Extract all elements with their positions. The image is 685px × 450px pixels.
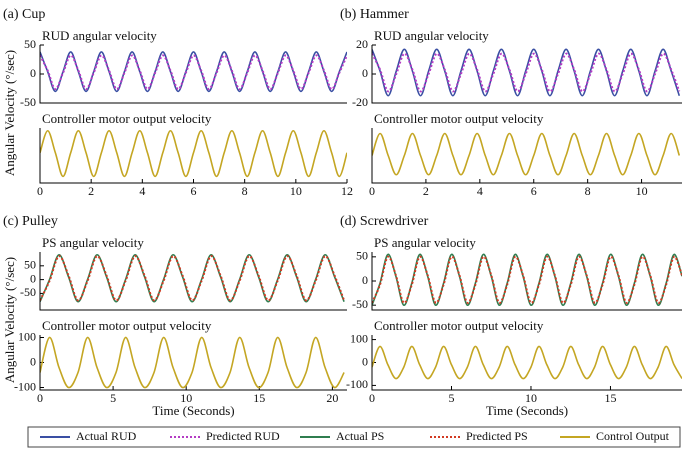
data-line xyxy=(372,253,682,306)
panel-title: (b) Hammer xyxy=(340,7,409,22)
axes-frame xyxy=(39,45,347,104)
x-tick-label: 4 xyxy=(477,184,483,198)
legend-label: Predicted PS xyxy=(466,429,528,443)
data-line xyxy=(40,255,346,302)
y-tick-label: -50 xyxy=(352,297,368,311)
x-tick-label: 2 xyxy=(88,184,94,198)
subplot-title: Controller motor output velocity xyxy=(374,111,544,126)
y-tick-label: 20 xyxy=(356,37,368,51)
x-tick-label: 5 xyxy=(448,391,454,405)
panel-title: (d) Screwdriver xyxy=(340,214,429,229)
x-tick-label: 20 xyxy=(326,391,338,405)
y-tick-label: 0 xyxy=(362,273,368,287)
subplot-title: Controller motor output velocity xyxy=(42,318,212,333)
y-tick-label: -100 xyxy=(346,377,368,391)
subplot-title: Controller motor output velocity xyxy=(42,111,212,126)
x-tick-label: 10 xyxy=(636,184,648,198)
subplot-title: RUD angular velocity xyxy=(42,28,157,43)
x-tick-label: 0 xyxy=(37,391,43,405)
y-tick-label: 0 xyxy=(30,354,36,368)
subplot-title: Controller motor output velocity xyxy=(374,318,544,333)
y-tick-label: -20 xyxy=(352,95,368,109)
panel-title: (a) Cup xyxy=(3,7,45,22)
data-line xyxy=(40,51,347,93)
x-tick-label: 8 xyxy=(242,184,248,198)
axes-frame xyxy=(371,45,682,104)
y-axis-label: Angular Velocity (°/sec) xyxy=(2,50,17,176)
x-tick-label: 15 xyxy=(253,391,265,405)
x-tick-label: 5 xyxy=(110,391,116,405)
legend-label: Actual RUD xyxy=(76,429,137,443)
subplot-title: RUD angular velocity xyxy=(374,28,489,43)
x-tick-label: 4 xyxy=(139,184,145,198)
legend-label: Control Output xyxy=(596,429,670,443)
x-tick-label: 8 xyxy=(585,184,591,198)
axes-frame xyxy=(371,252,682,311)
y-tick-label: 50 xyxy=(24,37,36,51)
x-tick-label: 10 xyxy=(180,391,192,405)
legend-box xyxy=(27,426,681,448)
x-tick-label: 2 xyxy=(423,184,429,198)
x-tick-label: 0 xyxy=(369,184,375,198)
data-line xyxy=(372,132,681,176)
data-line xyxy=(372,48,681,97)
x-tick-label: 0 xyxy=(369,391,375,405)
subplot-title: PS angular velocity xyxy=(374,235,476,250)
y-tick-label: 0 xyxy=(362,66,368,80)
x-axis-label: Time (Seconds) xyxy=(486,403,568,418)
data-line xyxy=(40,129,347,178)
y-tick-label: -100 xyxy=(14,379,36,393)
y-tick-label: 0 xyxy=(30,66,36,80)
data-line xyxy=(372,345,682,380)
y-tick-label: -50 xyxy=(20,95,36,109)
axes-frame xyxy=(371,335,682,391)
x-tick-label: 0 xyxy=(37,184,43,198)
y-tick-label: 0 xyxy=(30,271,36,285)
axes-frame xyxy=(39,335,347,391)
x-tick-label: 6 xyxy=(531,184,537,198)
data-line xyxy=(372,52,681,93)
y-tick-label: 50 xyxy=(24,258,36,272)
y-tick-label: 50 xyxy=(356,249,368,263)
panel-title: (c) Pulley xyxy=(3,214,58,229)
y-axis-label: Angular Velocity (°/sec) xyxy=(2,257,17,383)
data-line xyxy=(40,54,347,91)
legend-label: Predicted RUD xyxy=(206,429,280,443)
y-tick-label: -50 xyxy=(20,285,36,299)
y-tick-label: 100 xyxy=(18,329,36,343)
x-tick-label: 15 xyxy=(604,391,616,405)
legend-label: Actual PS xyxy=(336,429,384,443)
data-line xyxy=(40,336,345,389)
x-tick-label: 10 xyxy=(525,391,537,405)
axes-frame xyxy=(39,252,347,311)
y-tick-label: 0 xyxy=(362,354,368,368)
x-tick-label: 12 xyxy=(341,184,353,198)
axes-frame xyxy=(371,128,682,184)
subplot-title: PS angular velocity xyxy=(42,235,144,250)
x-tick-label: 10 xyxy=(290,184,302,198)
x-axis-label: Time (Seconds) xyxy=(152,403,234,418)
y-tick-label: 100 xyxy=(350,331,368,345)
x-tick-label: 6 xyxy=(191,184,197,198)
axes-frame xyxy=(39,128,347,184)
